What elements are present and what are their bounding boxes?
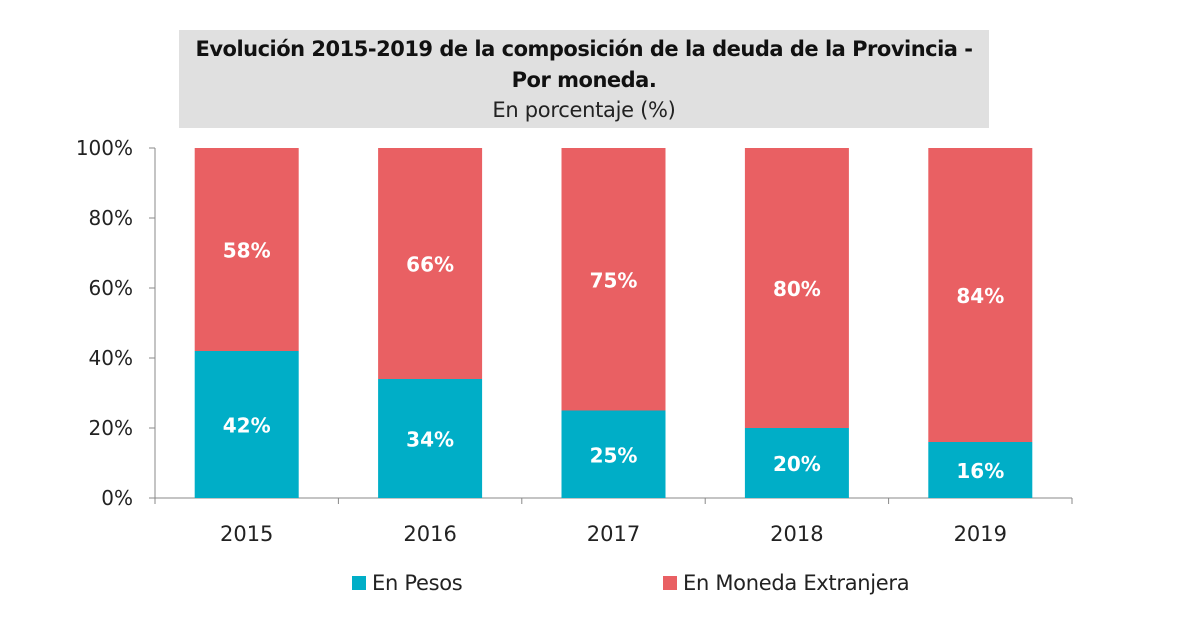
chart-title-box: Evolución 2015-2019 de la composición de… [179, 30, 989, 128]
data-label-pesos: 25% [590, 443, 638, 467]
x-tick-label: 2016 [403, 522, 456, 546]
data-label-pesos: 34% [406, 428, 454, 452]
legend-swatch-moneda-extranjera [663, 576, 677, 590]
legend-label-pesos: En Pesos [372, 571, 463, 595]
x-tick-label: 2018 [770, 522, 823, 546]
legend-item-moneda-extranjera: En Moneda Extranjera [663, 568, 910, 598]
bar-segment-pesos [928, 442, 1033, 498]
bar-segment-pesos [378, 379, 483, 498]
data-label-moneda-extranjera: 66% [406, 253, 454, 277]
data-label-pesos: 20% [773, 452, 821, 476]
bar-segment-moneda-extranjera [561, 148, 666, 411]
bar-segment-pesos [744, 428, 849, 498]
stacked-bar-chart: 0% 20% 40% 60% 80% 100% 42% 58% 2015 34% 66% 2016 25… [76, 136, 1073, 546]
legend-label-moneda-extranjera: En Moneda Extranjera [683, 571, 910, 595]
data-label-moneda-extranjera: 58% [223, 239, 271, 263]
x-tick-label: 2019 [954, 522, 1007, 546]
legend-swatch-pesos [352, 576, 366, 590]
y-tick-label: 40% [89, 346, 133, 370]
data-label-pesos: 42% [223, 414, 271, 438]
y-tick-label: 60% [89, 276, 133, 300]
x-tick-label: 2015 [220, 522, 273, 546]
data-label-moneda-extranjera: 75% [590, 268, 638, 292]
data-label-moneda-extranjera: 80% [773, 277, 821, 301]
data-label-moneda-extranjera: 84% [956, 284, 1004, 308]
bar-segment-pesos [194, 351, 299, 498]
bar-segment-pesos [561, 410, 666, 498]
legend-item-pesos: En Pesos [352, 568, 463, 598]
y-tick-label: 100% [76, 136, 133, 160]
y-tick-label: 0% [101, 486, 133, 510]
bar-segment-moneda-extranjera [378, 148, 483, 379]
chart-title-line-2: Por moneda. [511, 68, 657, 92]
bar-segment-moneda-extranjera [928, 148, 1033, 442]
x-tick-label: 2017 [587, 522, 640, 546]
data-label-pesos: 16% [956, 459, 1004, 483]
bar-segment-moneda-extranjera [194, 148, 299, 351]
y-tick-label: 80% [89, 206, 133, 230]
y-tick-label: 20% [89, 416, 133, 440]
bar-segment-moneda-extranjera [744, 148, 849, 428]
chart-subtitle: En porcentaje (%) [492, 98, 676, 122]
chart-title-line-1: Evolución 2015-2019 de la composición de… [195, 37, 973, 61]
